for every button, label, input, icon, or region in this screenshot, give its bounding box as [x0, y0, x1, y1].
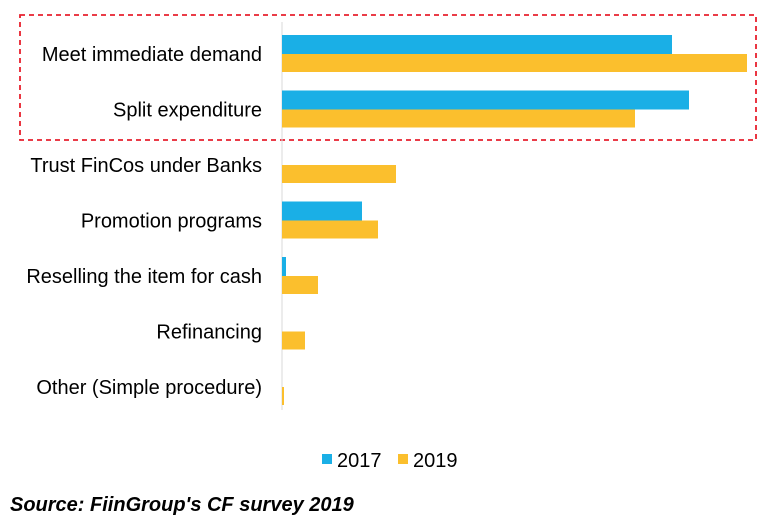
legend-swatch-2017	[322, 454, 332, 464]
legend: 2017 2019	[322, 450, 458, 472]
bar-2019-other-simple-procedure	[282, 387, 284, 405]
bar-2019-refinancing	[282, 331, 305, 350]
category-label-other-simple-procedure: Other (Simple procedure)	[36, 377, 262, 399]
bar-2019-meet-immediate-demand	[282, 54, 747, 72]
bar-2019-trust-fincos-under-banks	[282, 165, 396, 183]
category-label-refinancing: Refinancing	[156, 322, 262, 344]
bar-2017-meet-immediate-demand	[282, 35, 672, 54]
category-label-reselling-the-item-for-cash: Reselling the item for cash	[26, 266, 262, 288]
legend-swatch-2019	[398, 454, 408, 464]
highlight-box	[19, 14, 757, 141]
bars-group	[282, 35, 747, 405]
legend-label-2019: 2019	[413, 450, 458, 472]
category-label-promotion-programs: Promotion programs	[81, 211, 262, 233]
category-label-meet-immediate-demand: Meet immediate demand	[42, 44, 262, 66]
bar-2019-promotion-programs	[282, 220, 378, 239]
category-labels: Meet immediate demand Split expenditure Tr…	[26, 44, 262, 399]
source-note: Source: FiinGroup's CF survey 2019	[10, 494, 354, 516]
bar-2017-promotion-programs	[282, 201, 362, 221]
bar-2017-reselling-the-item-for-cash	[282, 257, 286, 276]
bar-2017-split-expenditure	[282, 90, 689, 110]
bar-2019-split-expenditure	[282, 109, 635, 128]
bar-2019-reselling-the-item-for-cash	[282, 276, 318, 294]
category-label-split-expenditure: Split expenditure	[113, 100, 262, 122]
category-label-trust-fincos-under-banks: Trust FinCos under Banks	[30, 155, 262, 177]
legend-label-2017: 2017	[337, 450, 382, 472]
